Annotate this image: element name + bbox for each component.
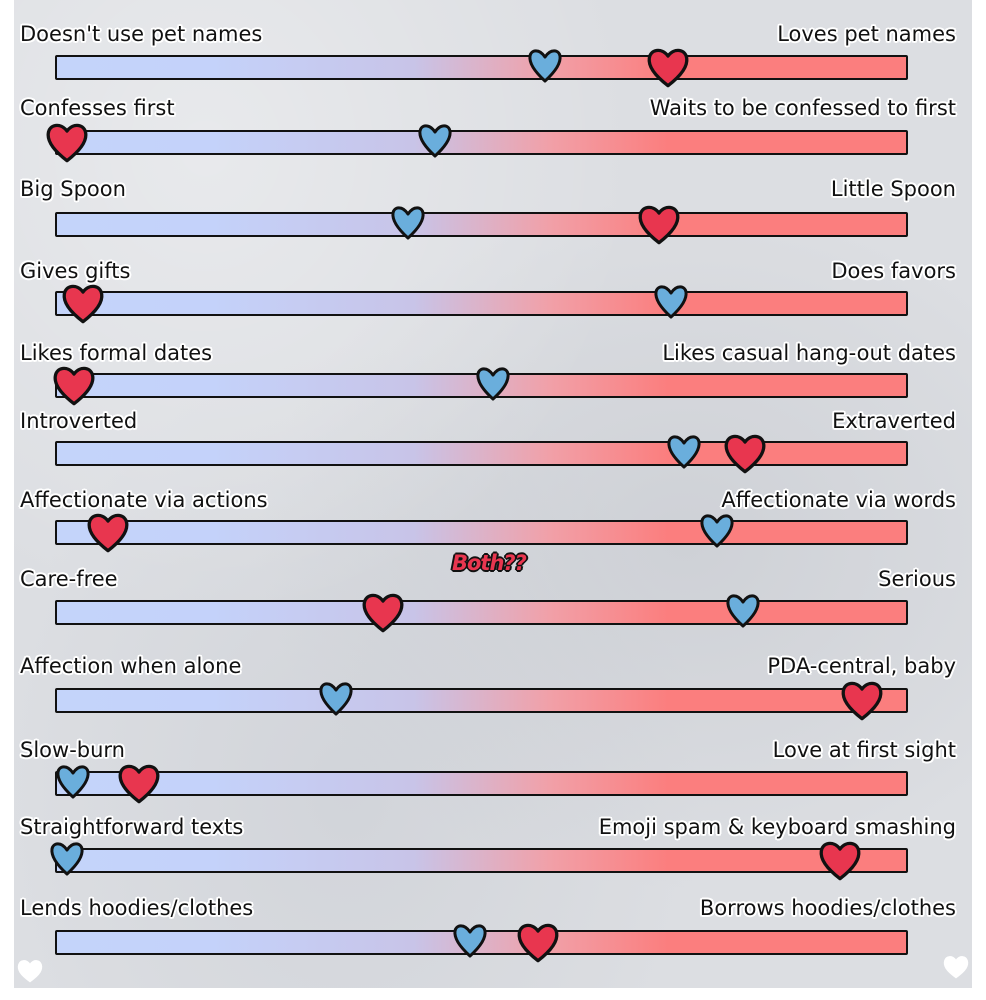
blue-heart-icon <box>525 45 565 85</box>
scale-right-label: Affectionate via words <box>721 488 956 512</box>
scale-track <box>55 212 908 237</box>
scale-left-label: Introverted <box>20 409 138 433</box>
red-heart-icon <box>61 281 105 325</box>
blue-heart-icon <box>664 431 704 471</box>
red-heart-icon <box>45 120 89 164</box>
scale-track <box>55 291 908 316</box>
scale-track <box>55 771 908 796</box>
red-heart-icon <box>361 590 405 634</box>
blue-heart-icon <box>316 678 356 718</box>
blue-heart-icon <box>723 590 763 630</box>
scale-track <box>55 848 908 873</box>
scale-left-label: Gives gifts <box>20 259 131 283</box>
scale-left-label: Affection when alone <box>20 654 242 678</box>
scale-left-label: Doesn't use pet names <box>20 22 263 46</box>
blue-heart-icon <box>388 202 428 242</box>
scale-right-label: Emoji spam & keyboard smashing <box>598 815 956 839</box>
red-heart-icon <box>52 363 96 407</box>
scale-right-label: PDA-central, baby <box>767 654 956 678</box>
red-heart-icon <box>646 45 690 89</box>
scale-right-label: Extraverted <box>832 409 956 433</box>
scale-left-label: Care-free <box>20 567 118 591</box>
corner-heart-right-icon <box>942 953 970 981</box>
scale-right-label: Borrows hoodies/clothes <box>699 896 956 920</box>
scale-right-label: Love at first sight <box>772 738 956 762</box>
scale-right-label: Waits to be confessed to first <box>649 96 956 120</box>
scale-left-label: Likes formal dates <box>20 341 213 365</box>
scale-left-label: Confesses first <box>20 96 175 120</box>
scale-right-label: Serious <box>878 567 956 591</box>
scale-track <box>55 55 908 80</box>
blue-heart-icon <box>473 363 513 403</box>
blue-heart-icon <box>53 761 93 801</box>
scale-track <box>55 520 908 545</box>
blue-heart-icon <box>697 510 737 550</box>
scale-track <box>55 600 908 625</box>
scale-right-label: Little Spoon <box>830 177 956 201</box>
red-heart-icon <box>840 678 884 722</box>
scale-left-label: Affectionate via actions <box>20 488 268 512</box>
red-heart-icon <box>637 202 681 246</box>
scale-track <box>55 688 908 713</box>
scale-right-label: Likes casual hang-out dates <box>662 341 956 365</box>
scale-left-label: Straightforward texts <box>20 815 244 839</box>
blue-heart-icon <box>415 120 455 160</box>
scale-left-label: Big Spoon <box>20 177 126 201</box>
scale-right-label: Loves pet names <box>777 22 956 46</box>
scale-left-label: Slow-burn <box>20 738 125 762</box>
blue-heart-icon <box>450 920 490 960</box>
scale-track <box>55 130 908 155</box>
blue-heart-icon <box>651 281 691 321</box>
corner-heart-left-icon <box>16 957 44 985</box>
scale-right-label: Does favors <box>831 259 956 283</box>
blue-heart-icon <box>47 838 87 878</box>
scale-left-label: Lends hoodies/clothes <box>20 896 254 920</box>
both-annotation: Both?? <box>452 551 527 575</box>
red-heart-icon <box>818 838 862 882</box>
red-heart-icon <box>723 431 767 475</box>
red-heart-icon <box>516 920 560 964</box>
red-heart-icon <box>86 510 130 554</box>
scale-track <box>55 441 908 466</box>
chart-panel <box>14 0 972 988</box>
red-heart-icon <box>117 761 161 805</box>
